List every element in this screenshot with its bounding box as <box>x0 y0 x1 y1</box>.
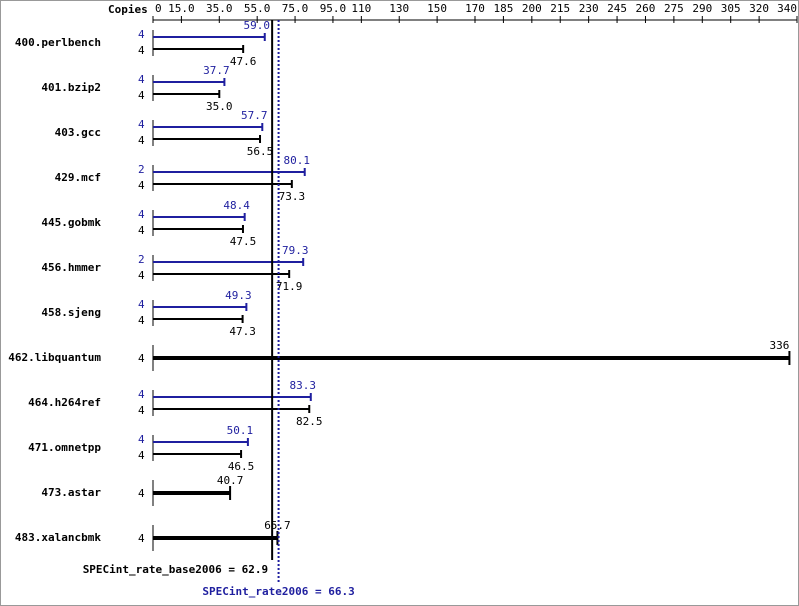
x-tick-label: 245 <box>607 2 627 15</box>
peak-value-label: 37.7 <box>203 64 230 77</box>
benchmark-name: 456.hmmer <box>41 261 101 274</box>
copies-label: 4 <box>138 298 145 311</box>
peak-value-label: 50.1 <box>227 424 254 437</box>
benchmark-name: 462.libquantum <box>8 351 101 364</box>
peak-value-label: 80.1 <box>283 154 310 167</box>
base-value-label: 82.5 <box>296 415 323 428</box>
copies-label: 4 <box>138 73 145 86</box>
x-tick-label: 75.0 <box>282 2 309 15</box>
x-tick-label: 320 <box>749 2 769 15</box>
x-tick-label: 150 <box>427 2 447 15</box>
benchmark-name: 458.sjeng <box>41 306 101 319</box>
peak-value-label: 57.7 <box>241 109 268 122</box>
axis-title: Copies <box>108 3 148 16</box>
copies-label: 2 <box>138 163 145 176</box>
peak-value-label: 83.3 <box>290 379 317 392</box>
copies-label: 4 <box>138 134 145 147</box>
x-tick-label: 275 <box>664 2 684 15</box>
base-value-label: 336 <box>770 339 790 352</box>
x-tick-label: 130 <box>389 2 409 15</box>
x-tick-label: 340 <box>777 2 797 15</box>
base-value-label: 47.5 <box>230 235 257 248</box>
base-ratio-label: SPECint_rate_base2006 = 62.9 <box>83 563 268 576</box>
x-tick-label: 305 <box>721 2 741 15</box>
x-tick-label: 35.0 <box>206 2 233 15</box>
copies-label: 4 <box>138 179 145 192</box>
copies-label: 4 <box>138 433 145 446</box>
benchmark-name: 400.perlbench <box>15 36 101 49</box>
copies-label: 2 <box>138 253 145 266</box>
copies-label: 4 <box>138 208 145 221</box>
copies-label: 4 <box>138 404 145 417</box>
x-tick-label: 290 <box>692 2 712 15</box>
benchmark-name: 429.mcf <box>55 171 101 184</box>
copies-label: 4 <box>138 28 145 41</box>
x-tick-label: 15.0 <box>168 2 195 15</box>
copies-label: 4 <box>138 269 145 282</box>
copies-label: 4 <box>138 352 145 365</box>
peak-value-label: 79.3 <box>282 244 309 257</box>
x-tick-label: 110 <box>351 2 371 15</box>
base-value-label: 46.5 <box>228 460 255 473</box>
x-tick-label: 200 <box>522 2 542 15</box>
benchmark-name: 473.astar <box>41 486 101 499</box>
copies-label: 4 <box>138 314 145 327</box>
x-tick-label: 185 <box>493 2 513 15</box>
copies-label: 4 <box>138 449 145 462</box>
x-tick-label: 0 <box>155 2 162 15</box>
base-value-label: 35.0 <box>206 100 233 113</box>
x-tick-label: 230 <box>579 2 599 15</box>
benchmark-name: 483.xalancbmk <box>15 531 101 544</box>
peak-ratio-label: SPECint_rate2006 = 66.3 <box>202 585 354 598</box>
base-value-label: 73.3 <box>279 190 306 203</box>
copies-label: 4 <box>138 388 145 401</box>
peak-value-label: 48.4 <box>223 199 250 212</box>
benchmark-name: 445.gobmk <box>41 216 101 229</box>
x-tick-label: 215 <box>550 2 570 15</box>
base-value-label: 47.6 <box>230 55 257 68</box>
copies-label: 4 <box>138 118 145 131</box>
base-value-label: 47.3 <box>229 325 256 338</box>
copies-label: 4 <box>138 224 145 237</box>
peak-value-label: 49.3 <box>225 289 252 302</box>
copies-label: 4 <box>138 89 145 102</box>
x-tick-label: 55.0 <box>244 2 271 15</box>
x-tick-label: 95.0 <box>320 2 347 15</box>
benchmark-name: 403.gcc <box>55 126 101 139</box>
x-tick-label: 260 <box>636 2 656 15</box>
benchmark-name: 401.bzip2 <box>41 81 101 94</box>
base-value-label: 40.7 <box>217 474 244 487</box>
base-value-label: 56.5 <box>247 145 274 158</box>
base-value-label: 65.7 <box>264 519 291 532</box>
peak-value-label: 59.0 <box>244 19 271 32</box>
benchmark-name: 471.omnetpp <box>28 441 101 454</box>
base-value-label: 71.9 <box>276 280 303 293</box>
x-tick-label: 170 <box>465 2 485 15</box>
benchmark-name: 464.h264ref <box>28 396 101 409</box>
copies-label: 4 <box>138 487 145 500</box>
copies-label: 4 <box>138 44 145 57</box>
copies-label: 4 <box>138 532 145 545</box>
